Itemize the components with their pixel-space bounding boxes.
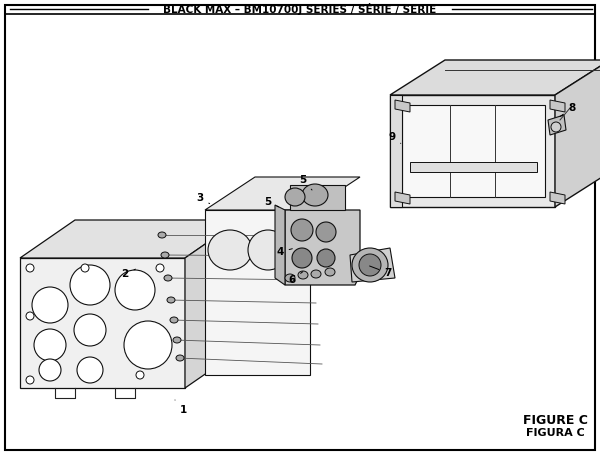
Ellipse shape bbox=[291, 219, 313, 241]
Text: BLACK MAX – BM10700J SERIES / SÉRIE / SERIE: BLACK MAX – BM10700J SERIES / SÉRIE / SE… bbox=[163, 3, 437, 15]
Ellipse shape bbox=[158, 232, 166, 238]
Polygon shape bbox=[390, 60, 600, 95]
Polygon shape bbox=[555, 60, 600, 207]
Ellipse shape bbox=[26, 376, 34, 384]
Ellipse shape bbox=[26, 312, 34, 320]
Text: 5: 5 bbox=[265, 197, 278, 207]
Ellipse shape bbox=[26, 264, 34, 272]
Ellipse shape bbox=[302, 184, 328, 206]
Ellipse shape bbox=[81, 264, 89, 272]
Polygon shape bbox=[275, 205, 285, 285]
Ellipse shape bbox=[551, 122, 561, 132]
Polygon shape bbox=[185, 220, 240, 388]
Polygon shape bbox=[548, 115, 566, 135]
Polygon shape bbox=[20, 258, 185, 388]
Ellipse shape bbox=[32, 287, 68, 323]
Ellipse shape bbox=[285, 274, 295, 282]
Polygon shape bbox=[390, 95, 555, 207]
Ellipse shape bbox=[77, 357, 103, 383]
Text: 7: 7 bbox=[370, 266, 392, 278]
Polygon shape bbox=[410, 162, 537, 172]
Ellipse shape bbox=[156, 264, 164, 272]
Ellipse shape bbox=[352, 248, 388, 282]
Ellipse shape bbox=[311, 270, 321, 278]
Ellipse shape bbox=[124, 321, 172, 369]
Text: 4: 4 bbox=[277, 247, 292, 257]
Ellipse shape bbox=[167, 297, 175, 303]
Text: 9: 9 bbox=[388, 132, 401, 143]
Text: 6: 6 bbox=[289, 272, 303, 285]
Text: FIGURE C: FIGURE C bbox=[523, 414, 587, 426]
Polygon shape bbox=[350, 248, 395, 282]
Text: FIGURA C: FIGURA C bbox=[526, 428, 584, 438]
Ellipse shape bbox=[74, 314, 106, 346]
Polygon shape bbox=[20, 220, 240, 258]
Ellipse shape bbox=[359, 254, 381, 276]
Ellipse shape bbox=[317, 249, 335, 267]
Ellipse shape bbox=[34, 329, 66, 361]
Text: 2: 2 bbox=[121, 269, 136, 279]
Text: 8: 8 bbox=[560, 103, 575, 116]
Ellipse shape bbox=[164, 275, 172, 281]
Polygon shape bbox=[285, 210, 360, 285]
Ellipse shape bbox=[115, 270, 155, 310]
Ellipse shape bbox=[70, 265, 110, 305]
Polygon shape bbox=[402, 105, 545, 197]
Ellipse shape bbox=[176, 355, 184, 361]
Polygon shape bbox=[205, 210, 310, 375]
Ellipse shape bbox=[298, 271, 308, 279]
Polygon shape bbox=[390, 95, 402, 207]
Polygon shape bbox=[395, 100, 410, 112]
Ellipse shape bbox=[325, 268, 335, 276]
Ellipse shape bbox=[316, 222, 336, 242]
Ellipse shape bbox=[285, 188, 305, 206]
Ellipse shape bbox=[248, 230, 288, 270]
Polygon shape bbox=[550, 100, 565, 112]
Polygon shape bbox=[205, 177, 360, 210]
Ellipse shape bbox=[208, 230, 252, 270]
Ellipse shape bbox=[39, 359, 61, 381]
Polygon shape bbox=[290, 185, 345, 210]
Polygon shape bbox=[395, 192, 410, 204]
Ellipse shape bbox=[282, 232, 322, 268]
Ellipse shape bbox=[136, 371, 144, 379]
Text: 1: 1 bbox=[175, 400, 187, 415]
Polygon shape bbox=[550, 192, 565, 204]
Text: 3: 3 bbox=[196, 193, 209, 203]
Ellipse shape bbox=[173, 337, 181, 343]
Ellipse shape bbox=[170, 317, 178, 323]
Ellipse shape bbox=[292, 248, 312, 268]
Ellipse shape bbox=[161, 252, 169, 258]
Text: 5: 5 bbox=[299, 175, 312, 190]
